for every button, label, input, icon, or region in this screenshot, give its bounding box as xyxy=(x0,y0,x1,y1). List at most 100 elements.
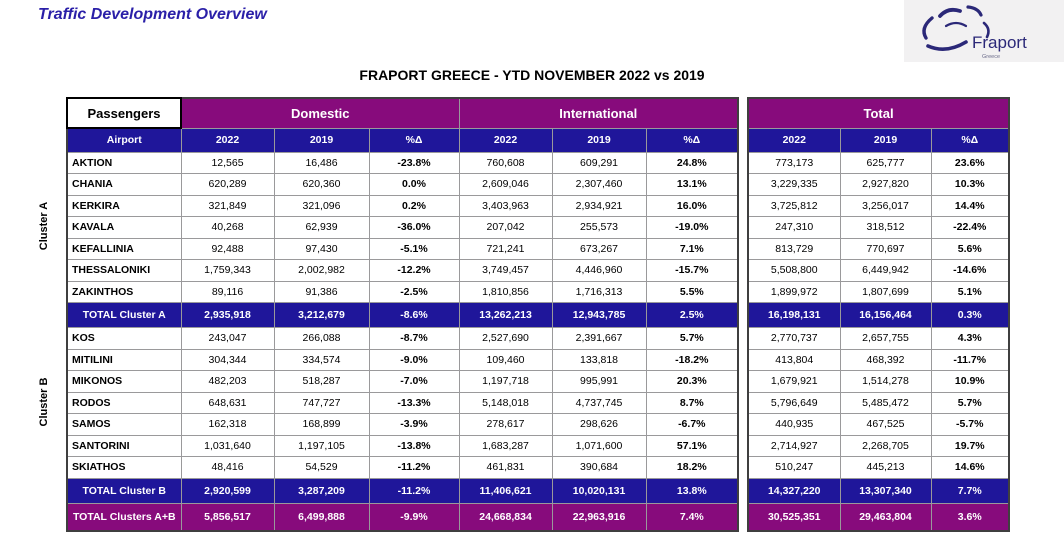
value-cell: 770,697 xyxy=(839,237,932,260)
value-cell: 13,262,213 xyxy=(458,302,553,328)
pct-cell: 0.0% xyxy=(368,173,460,196)
passengers-header: Passengers xyxy=(66,97,182,129)
pct-cell: 14.4% xyxy=(930,194,1010,217)
airport-name-cell: KOS xyxy=(66,327,182,350)
row-label-cell: TOTAL Cluster A xyxy=(66,302,182,328)
report-title: FRAPORT GREECE - YTD NOVEMBER 2022 vs 20… xyxy=(359,67,705,83)
table-row: SKIATHOS 48,416 54,529 -11.2% 461,831 390,684… xyxy=(66,456,739,479)
pct-cell: -22.4% xyxy=(930,216,1010,239)
pct-cell: 23.6% xyxy=(930,151,1010,174)
domestic-2019-header: 2019 xyxy=(273,127,370,153)
value-cell: 2,609,046 xyxy=(458,173,553,196)
value-cell: 721,241 xyxy=(458,237,553,260)
value-cell: 467,525 xyxy=(839,413,932,436)
value-cell: 445,213 xyxy=(839,456,932,479)
pct-cell: -13.3% xyxy=(368,391,460,414)
value-cell: 2,935,918 xyxy=(180,302,275,328)
international-pct-header: %Δ xyxy=(645,127,739,153)
table-row: SAMOS 162,318 168,899 -3.9% 278,617 298,626 -6… xyxy=(66,413,739,436)
table-row: 14,327,220 13,307,340 7.7% xyxy=(747,477,1010,504)
pct-cell: -19.0% xyxy=(645,216,739,239)
value-cell: 390,684 xyxy=(551,456,647,479)
pct-cell: -15.7% xyxy=(645,259,739,282)
value-cell: 468,392 xyxy=(839,348,932,371)
table-row: 1,899,972 1,807,699 5.1% xyxy=(747,280,1010,303)
value-cell: 620,289 xyxy=(180,173,275,196)
total-table-body: 773,173 625,777 23.6% 3,229,335 2,927,820 10.… xyxy=(747,151,1010,532)
table-row: 2,714,927 2,268,705 19.7% xyxy=(747,434,1010,457)
value-cell: 1,899,972 xyxy=(747,280,841,303)
value-cell: 760,608 xyxy=(458,151,553,174)
table-row: KAVALA 40,268 62,939 -36.0% 207,042 255,573 -1… xyxy=(66,216,739,239)
value-cell: 2,770,737 xyxy=(747,327,841,350)
airport-name-cell: AKTION xyxy=(66,151,182,174)
pct-cell: 16.0% xyxy=(645,194,739,217)
value-cell: 243,047 xyxy=(180,327,275,350)
pct-cell: -7.0% xyxy=(368,370,460,393)
value-cell: 6,449,942 xyxy=(839,259,932,282)
value-cell: 461,831 xyxy=(458,456,553,479)
pct-cell: 0.2% xyxy=(368,194,460,217)
value-cell: 12,565 xyxy=(180,151,275,174)
pct-cell: 0.3% xyxy=(930,302,1010,328)
value-cell: 247,310 xyxy=(747,216,841,239)
pct-cell: 7.1% xyxy=(645,237,739,260)
value-cell: 62,939 xyxy=(273,216,370,239)
international-2022-header: 2022 xyxy=(458,127,553,153)
table-row: MIKONOS 482,203 518,287 -7.0% 1,197,718 995,9… xyxy=(66,370,739,393)
pct-cell: 18.2% xyxy=(645,456,739,479)
value-cell: 91,386 xyxy=(273,280,370,303)
table-row: 1,679,921 1,514,278 10.9% xyxy=(747,370,1010,393)
table-row: 773,173 625,777 23.6% xyxy=(747,151,1010,174)
row-label-cell: TOTAL Cluster B xyxy=(66,477,182,504)
value-cell: 2,927,820 xyxy=(839,173,932,196)
pct-cell: -11.2% xyxy=(368,456,460,479)
pct-cell: 5.1% xyxy=(930,280,1010,303)
page-title: Traffic Development Overview xyxy=(38,6,267,23)
value-cell: 40,268 xyxy=(180,216,275,239)
fraport-logo-subtext: Greece xyxy=(982,54,1000,60)
pct-cell: 10.3% xyxy=(930,173,1010,196)
value-cell: 5,508,800 xyxy=(747,259,841,282)
value-cell: 1,810,856 xyxy=(458,280,553,303)
pct-cell: -8.6% xyxy=(368,302,460,328)
cluster-b-label: Cluster B xyxy=(38,377,50,427)
value-cell: 4,446,960 xyxy=(551,259,647,282)
international-group-header: International xyxy=(458,97,739,129)
table-row: KOS 243,047 266,088 -8.7% 2,527,690 2,391,667… xyxy=(66,327,739,350)
domestic-group-header: Domestic xyxy=(180,97,460,129)
value-cell: 2,307,460 xyxy=(551,173,647,196)
pct-cell: 10.9% xyxy=(930,370,1010,393)
pct-cell: 5.5% xyxy=(645,280,739,303)
table-row: KERKIRA 321,849 321,096 0.2% 3,403,963 2,934,… xyxy=(66,194,739,217)
pct-cell: -9.0% xyxy=(368,348,460,371)
pct-cell: -23.8% xyxy=(368,151,460,174)
pct-cell: -2.5% xyxy=(368,280,460,303)
value-cell: 48,416 xyxy=(180,456,275,479)
pct-cell: -14.6% xyxy=(930,259,1010,282)
value-cell: 12,943,785 xyxy=(551,302,647,328)
pct-cell: 5.6% xyxy=(930,237,1010,260)
pct-cell: 20.3% xyxy=(645,370,739,393)
main-table-body: AKTION 12,565 16,486 -23.8% 760,608 609,291 24… xyxy=(66,151,739,532)
pct-cell: 4.3% xyxy=(930,327,1010,350)
value-cell: 1,197,718 xyxy=(458,370,553,393)
table-row: THESSALONIKI 1,759,343 2,002,982 -12.2% 3,74… xyxy=(66,259,739,282)
pct-cell: 3.6% xyxy=(930,502,1010,532)
value-cell: 673,267 xyxy=(551,237,647,260)
airport-name-cell: ZAKINTHOS xyxy=(66,280,182,303)
pct-cell: -3.9% xyxy=(368,413,460,436)
value-cell: 2,934,921 xyxy=(551,194,647,217)
value-cell: 321,096 xyxy=(273,194,370,217)
pct-cell: 2.5% xyxy=(645,302,739,328)
fraport-star-icon: Fraport Greece xyxy=(922,5,1027,60)
value-cell: 16,198,131 xyxy=(747,302,841,328)
table-row: 3,229,335 2,927,820 10.3% xyxy=(747,173,1010,196)
total-group-header: Total xyxy=(747,97,1010,129)
value-cell: 3,287,209 xyxy=(273,477,370,504)
value-cell: 3,212,679 xyxy=(273,302,370,328)
pct-cell: -12.2% xyxy=(368,259,460,282)
table-row: 5,508,800 6,449,942 -14.6% xyxy=(747,259,1010,282)
pct-cell: 14.6% xyxy=(930,456,1010,479)
value-cell: 54,529 xyxy=(273,456,370,479)
